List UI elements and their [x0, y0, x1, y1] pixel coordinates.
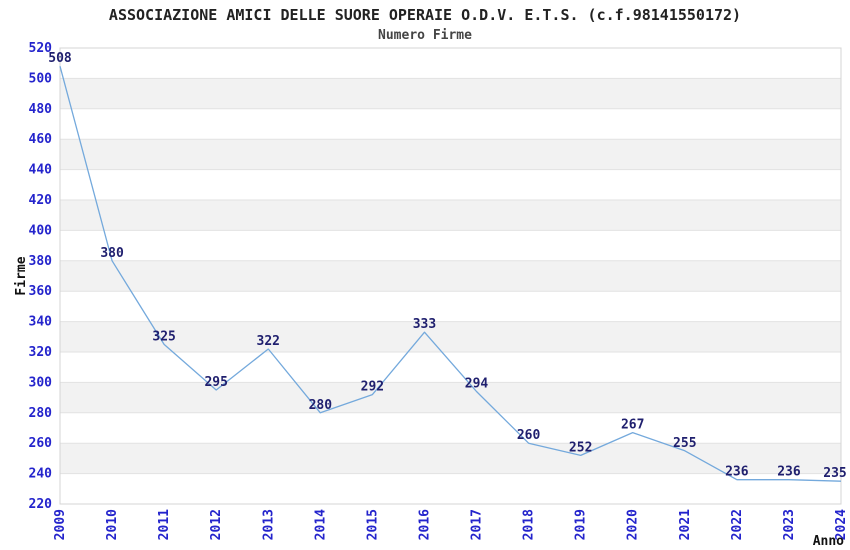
point-label: 295: [204, 375, 227, 390]
point-label: 267: [621, 418, 644, 433]
x-tick-label: 2021: [678, 509, 693, 540]
point-label: 236: [777, 465, 801, 480]
point-label: 235: [823, 466, 846, 481]
y-tick-label: 300: [29, 375, 53, 390]
y-tick-label: 400: [29, 223, 53, 238]
x-tick-label: 2017: [470, 509, 485, 540]
x-axis-title: Anno: [813, 534, 844, 549]
chart-title: ASSOCIAZIONE AMICI DELLE SUORE OPERAIE O…: [108, 6, 742, 24]
x-tick-label: 2015: [365, 509, 380, 540]
grid-band: [60, 78, 841, 109]
grid-band: [60, 260, 841, 292]
x-tick-label: 2012: [209, 509, 224, 540]
grid-band: [60, 443, 841, 474]
y-tick-label: 320: [29, 345, 53, 360]
x-tick-label: 2011: [157, 509, 172, 540]
plot-border: [59, 47, 842, 505]
y-axis-title: Firme: [14, 256, 29, 295]
point-label: 294: [465, 377, 489, 392]
point-label: 252: [569, 440, 592, 455]
x-tick-label: 2014: [313, 509, 328, 540]
point-label: 325: [152, 329, 175, 344]
y-tick-label: 380: [29, 254, 53, 269]
chart-subtitle: Numero Firme: [378, 28, 472, 43]
x-tick-label: 2018: [522, 509, 537, 540]
point-label: 380: [100, 246, 124, 261]
y-tick-label: 440: [29, 163, 53, 178]
point-label: 260: [517, 428, 541, 443]
x-tick-label: 2009: [53, 509, 68, 540]
grid-band: [60, 321, 841, 352]
x-tick-label: 2016: [417, 509, 432, 540]
y-tick-label: 340: [29, 315, 53, 330]
y-tick-label: 260: [29, 436, 53, 451]
y-tick-label: 420: [29, 193, 53, 208]
point-label: 236: [725, 465, 749, 480]
y-tick-label: 280: [29, 406, 53, 421]
x-tick-label: 2010: [105, 509, 120, 540]
y-tick-label: 480: [29, 102, 53, 117]
x-tick-label: 2020: [626, 509, 641, 540]
grid-band: [60, 200, 841, 231]
point-label: 280: [309, 398, 333, 413]
y-tick-label: 500: [29, 71, 53, 86]
grid-band: [60, 382, 841, 413]
y-tick-label: 360: [29, 284, 53, 299]
x-tick-label: 2024: [834, 509, 849, 540]
x-tick-label: 2019: [574, 509, 589, 540]
y-tick-label: 460: [29, 132, 53, 147]
y-tick-label: 520: [29, 41, 53, 56]
point-label: 255: [673, 436, 696, 451]
y-tick-label: 240: [29, 467, 53, 482]
x-tick-label: 2013: [261, 509, 276, 540]
x-tick-label: 2023: [782, 509, 797, 540]
point-label: 508: [48, 51, 72, 66]
point-label: 333: [413, 317, 436, 332]
series-line: [59, 66, 842, 482]
grid-band: [60, 139, 841, 170]
y-tick-label: 220: [29, 497, 53, 512]
point-label: 292: [361, 380, 384, 395]
x-tick-label: 2022: [730, 509, 745, 540]
point-label: 322: [257, 334, 280, 349]
